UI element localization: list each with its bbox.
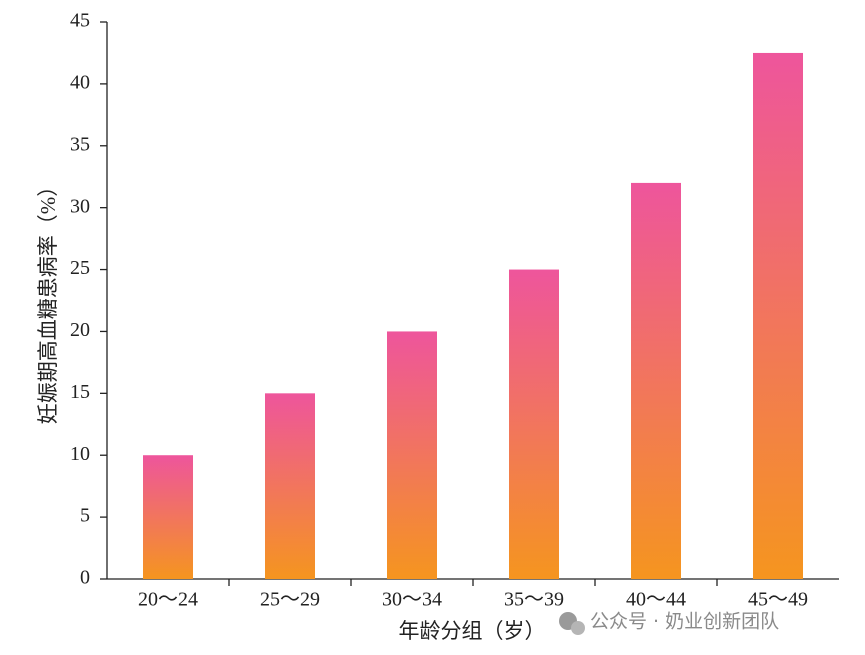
x-tick-label: 35～39	[504, 589, 564, 611]
y-tick-label: 15	[70, 381, 90, 403]
y-tick-label: 10	[70, 443, 90, 465]
y-tick-label: 25	[70, 257, 90, 279]
y-axis-title: 妊娠期高血糖患病率（%）	[36, 176, 60, 425]
y-tick-label: 30	[70, 195, 90, 217]
y-tick-label: 5	[80, 505, 90, 527]
bar	[143, 455, 193, 579]
x-tick-label: 30～34	[382, 589, 442, 611]
bar	[509, 269, 559, 579]
y-tick-label: 0	[80, 567, 90, 589]
bar	[631, 182, 681, 579]
x-axis-title: 年龄分组（岁）	[399, 619, 546, 643]
y-tick-label: 35	[70, 133, 90, 155]
y-tick-label: 45	[70, 10, 90, 32]
bar	[265, 393, 315, 579]
watermark: 公众号 · 奶业创新团队	[590, 611, 779, 633]
x-tick-label: 40～44	[626, 589, 686, 611]
x-tick-label: 25～29	[260, 589, 320, 611]
x-tick-label: 20～24	[138, 589, 198, 611]
y-tick-label: 40	[70, 71, 90, 93]
bar	[387, 331, 437, 579]
y-tick-label: 20	[70, 319, 90, 341]
bar	[753, 52, 803, 579]
watermark-icon	[559, 612, 585, 635]
x-tick-label: 45～49	[748, 589, 808, 611]
